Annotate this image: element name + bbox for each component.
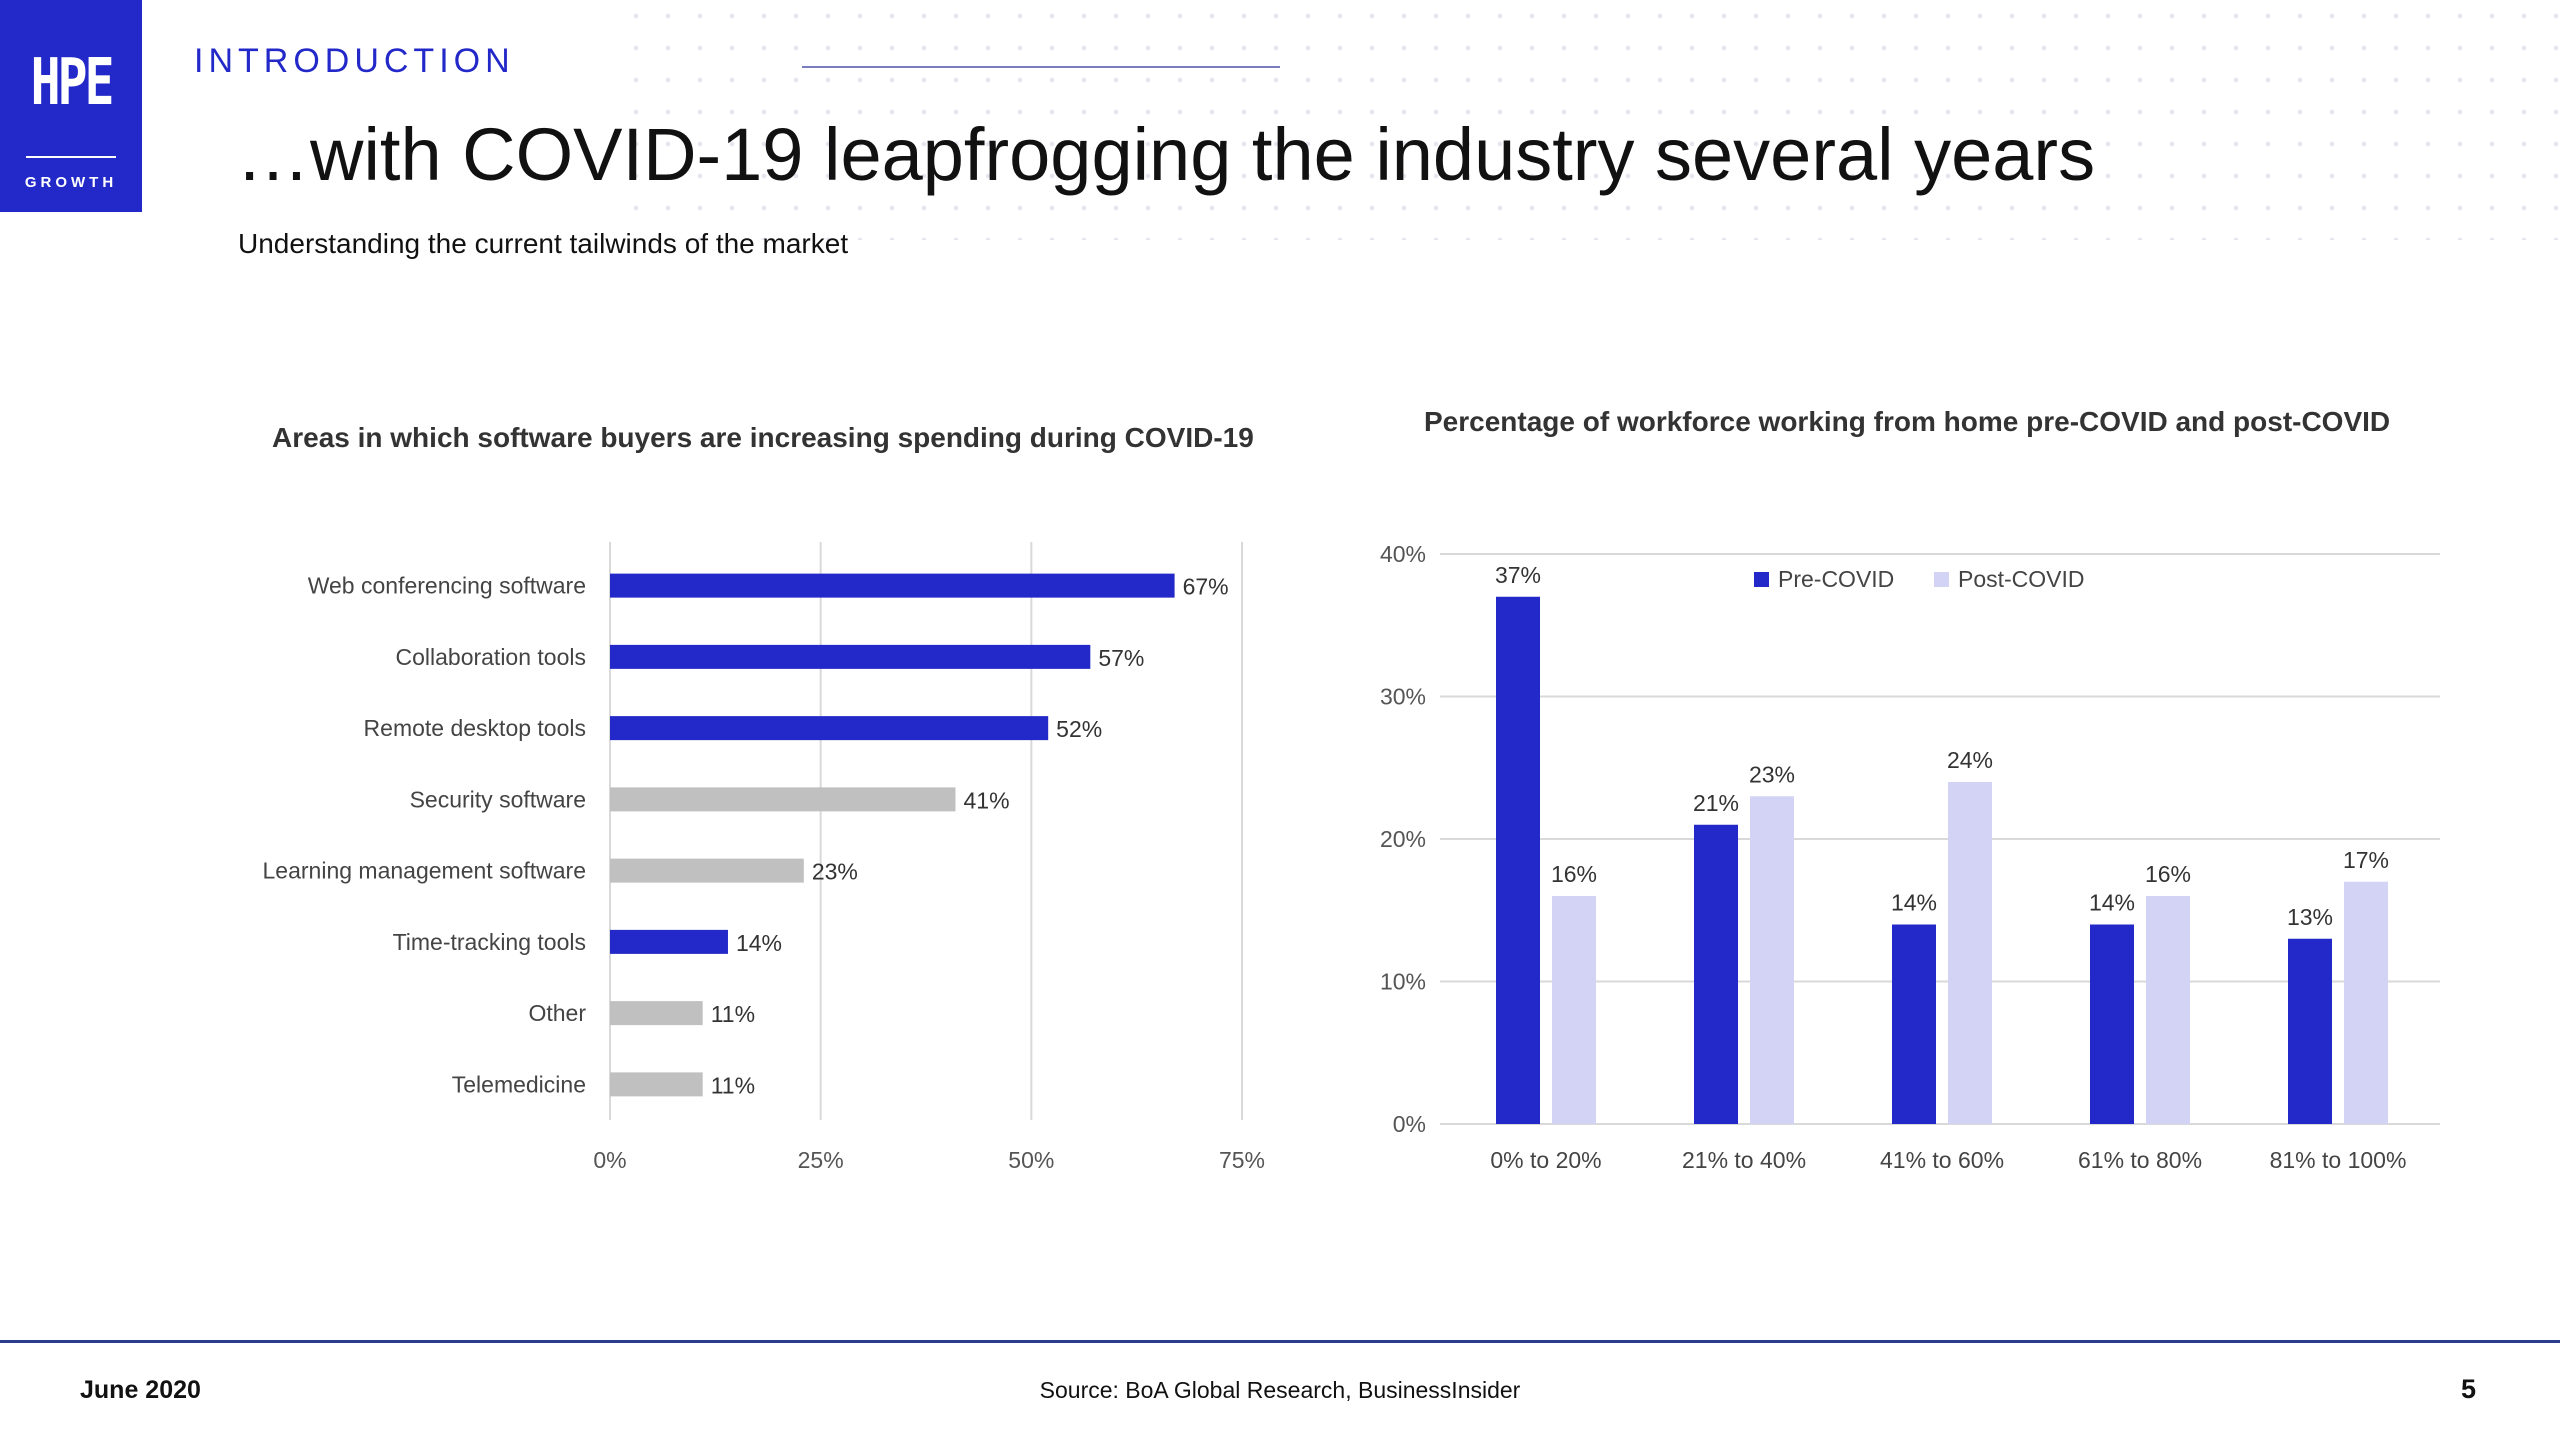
- data-label: 16%: [1551, 861, 1597, 887]
- data-label: 17%: [2343, 847, 2389, 873]
- footer-divider: [0, 1340, 2560, 1343]
- spending-bar-chart: 0% 25% 50% 75% Web conferencing software 67% C…: [263, 542, 1265, 1173]
- data-label: 37%: [1495, 562, 1541, 588]
- wfh-chart-title: Percentage of workforce working from hom…: [1424, 406, 2391, 437]
- section-divider: [802, 66, 1280, 68]
- data-label: 23%: [812, 859, 858, 885]
- data-label: 14%: [1891, 890, 1937, 916]
- legend-swatch: [1754, 572, 1769, 587]
- bar: [2090, 924, 2134, 1124]
- legend-label: Pre-COVID: [1778, 566, 1894, 592]
- bar: [2344, 881, 2388, 1124]
- bar: [610, 787, 956, 812]
- bar: [1750, 796, 1794, 1124]
- logo-mark: HPE: [30, 46, 115, 120]
- bar: [610, 858, 804, 883]
- category-label: 0% to 20%: [1490, 1147, 1601, 1173]
- x-tick-label: 0%: [593, 1147, 626, 1173]
- legend-label: Post-COVID: [1958, 566, 2085, 592]
- category-label: 81% to 100%: [2270, 1147, 2407, 1173]
- section-label: INTRODUCTION: [194, 42, 515, 80]
- spending-chart-title: Areas in which software buyers are incre…: [272, 422, 1254, 453]
- data-label: 13%: [2287, 904, 2333, 930]
- category-label: 61% to 80%: [2078, 1147, 2202, 1173]
- bar: [1948, 782, 1992, 1124]
- bar: [610, 1001, 703, 1026]
- category-label: Web conferencing software: [308, 573, 586, 599]
- y-tick-label: 10%: [1380, 969, 1426, 995]
- page-number: 5: [2460, 1374, 2476, 1404]
- bar: [610, 929, 728, 954]
- data-label: 21%: [1693, 790, 1739, 816]
- x-tick-label: 25%: [798, 1147, 844, 1173]
- dot-pattern-decoration: [620, 0, 2560, 240]
- category-label: 21% to 40%: [1682, 1147, 1806, 1173]
- page-title: …with COVID-19 leapfrogging the industry…: [236, 113, 2096, 196]
- bar: [2288, 938, 2332, 1124]
- data-label: 52%: [1056, 716, 1102, 742]
- data-label: 67%: [1183, 574, 1229, 600]
- category-label: Other: [528, 1000, 586, 1026]
- category-label: Collaboration tools: [395, 644, 586, 670]
- logo-subtext: GROWTH: [24, 174, 118, 191]
- legend-swatch: [1934, 572, 1949, 587]
- data-label: 41%: [963, 787, 1009, 813]
- bar: [610, 1072, 703, 1097]
- bar: [610, 644, 1091, 669]
- y-tick-label: 40%: [1380, 541, 1426, 567]
- bar: [1694, 824, 1738, 1124]
- logo-divider: [26, 156, 116, 158]
- category-label: Time-tracking tools: [393, 929, 586, 955]
- data-label: 23%: [1749, 761, 1795, 787]
- hpe-growth-logo: HPE GROWTH: [0, 0, 142, 212]
- category-label: Learning management software: [263, 858, 586, 884]
- data-label: 16%: [2145, 861, 2191, 887]
- bar: [1892, 924, 1936, 1124]
- bar: [610, 716, 1049, 741]
- y-tick-label: 30%: [1380, 684, 1426, 710]
- category-label: Telemedicine: [452, 1071, 586, 1097]
- data-label: 14%: [2089, 890, 2135, 916]
- bar: [1496, 596, 1540, 1124]
- data-label: 11%: [711, 1001, 755, 1027]
- data-label: 24%: [1947, 747, 1993, 773]
- category-label: Remote desktop tools: [364, 715, 586, 741]
- x-tick-label: 75%: [1219, 1147, 1265, 1173]
- y-tick-label: 0%: [1393, 1111, 1426, 1137]
- data-label: 57%: [1098, 645, 1144, 671]
- data-label: 14%: [736, 930, 782, 956]
- category-label: 41% to 60%: [1880, 1147, 2004, 1173]
- page-subtitle: Understanding the current tailwinds of t…: [238, 228, 849, 259]
- bar: [610, 573, 1175, 598]
- bar: [1552, 896, 1596, 1124]
- x-tick-label: 50%: [1008, 1147, 1054, 1173]
- footer-date: June 2020: [80, 1376, 201, 1404]
- footer-source: Source: BoA Global Research, BusinessIns…: [1039, 1377, 1521, 1403]
- bar: [2146, 896, 2190, 1124]
- category-label: Security software: [410, 786, 586, 812]
- wfh-column-chart: 0% 10% 20% 30% 40% 0% to 20% 37% 16% 21% to 40% 2…: [1380, 541, 2440, 1173]
- y-tick-label: 20%: [1380, 826, 1426, 852]
- data-label: 11%: [711, 1072, 755, 1098]
